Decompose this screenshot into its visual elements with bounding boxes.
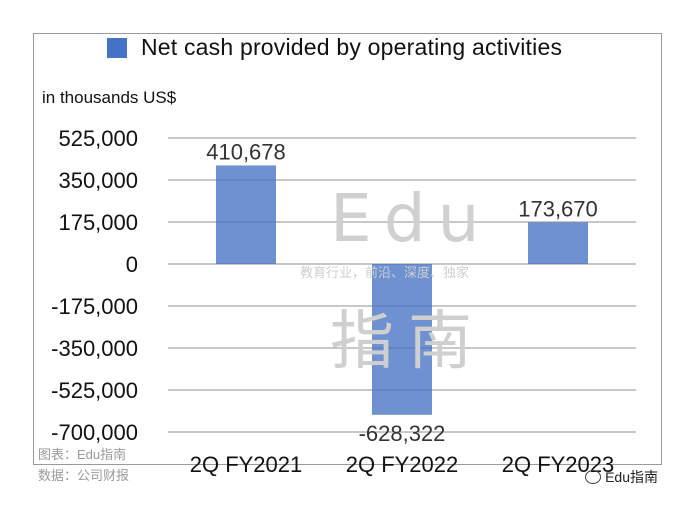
unit-label: in thousands US$ — [42, 88, 177, 107]
chart-source-credit: 图表：Edu指南 — [38, 447, 127, 462]
data-label: 410,678 — [206, 139, 286, 164]
y-tick-label: 0 — [126, 252, 138, 277]
watermark-edu: Edu — [330, 180, 492, 257]
watermark-tagline: 教育行业，前沿、深度、独家 — [300, 265, 470, 280]
bar — [372, 264, 432, 415]
y-tick-label: -350,000 — [51, 336, 138, 361]
y-tick-label: -175,000 — [51, 294, 138, 319]
y-tick-label: 175,000 — [58, 210, 138, 235]
legend: Net cash provided by operating activitie… — [107, 34, 562, 61]
legend-label: Net cash provided by operating activitie… — [141, 34, 563, 60]
data-label: 173,670 — [518, 196, 598, 221]
y-tick-label: 350,000 — [58, 168, 138, 193]
brand-label: Edu指南 — [605, 469, 658, 485]
chart-frame — [33, 33, 662, 465]
y-tick-label: -525,000 — [51, 378, 138, 403]
watermark-chinese: 指南 — [330, 305, 486, 379]
y-tick-label: 525,000 — [58, 126, 138, 151]
x-category-label: 2Q FY2022 — [346, 452, 459, 477]
data-source-credit: 数据：公司财报 — [38, 468, 130, 483]
bar — [528, 222, 588, 264]
wechat-icon — [585, 470, 602, 484]
bar — [216, 165, 276, 264]
y-tick-label: -700,000 — [51, 420, 138, 445]
x-category-label: 2Q FY2021 — [190, 452, 303, 477]
legend-swatch — [107, 37, 127, 58]
brand-mark: Edu指南 — [585, 467, 658, 487]
data-label: -628,322 — [359, 421, 446, 446]
